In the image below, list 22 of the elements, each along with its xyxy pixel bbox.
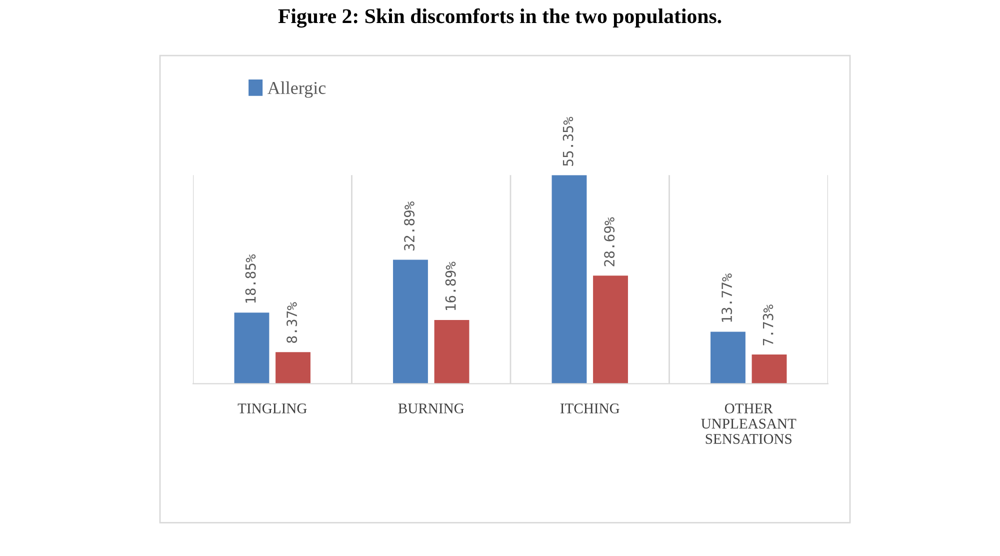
data-label: 7.73% — [762, 304, 774, 346]
bar — [552, 175, 587, 384]
bar — [393, 260, 428, 384]
x-tick-label: ITCHING — [560, 404, 620, 414]
x-tick-label: OTHER UNPLEASANT SENSATIONS — [701, 404, 796, 444]
data-label: 18.85% — [245, 254, 256, 303]
legend-label: Allergic — [267, 81, 326, 98]
data-label: 16.89% — [445, 262, 456, 310]
data-label: 13.77% — [722, 273, 732, 322]
x-tick-label: BURNING — [398, 404, 464, 414]
data-label: 28.69% — [604, 217, 615, 266]
x-tick-label: TINGLING — [238, 404, 307, 414]
bar — [434, 320, 470, 384]
bar — [710, 332, 746, 384]
bar — [234, 312, 270, 384]
bar — [752, 354, 787, 384]
chart-title: Figure 2: Skin discomforts in the two populations. — [278, 8, 722, 28]
data-label: 55.35% — [562, 116, 574, 166]
data-label: 32.89% — [404, 201, 415, 250]
bar — [276, 352, 310, 384]
bar — [593, 276, 628, 384]
data-label: 8.37% — [286, 302, 298, 343]
